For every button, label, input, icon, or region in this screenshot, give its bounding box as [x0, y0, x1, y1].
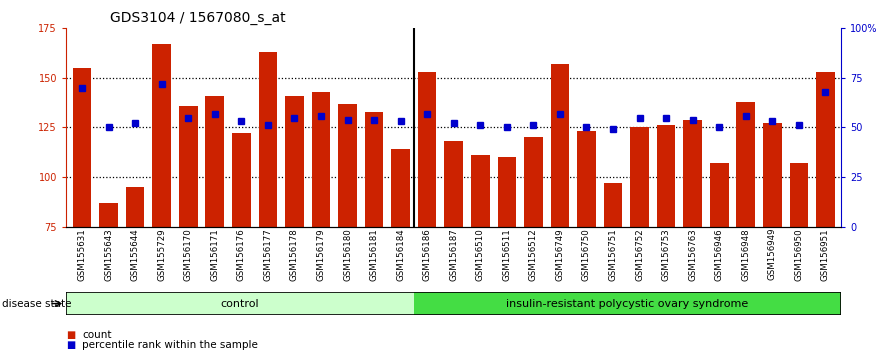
- Bar: [312, 92, 330, 227]
- Bar: [816, 72, 834, 227]
- Bar: [126, 187, 144, 227]
- Bar: [258, 52, 278, 227]
- Bar: [789, 163, 808, 227]
- Bar: [73, 68, 92, 227]
- Bar: [603, 183, 622, 227]
- Bar: [763, 124, 781, 227]
- Bar: [551, 64, 569, 227]
- Text: control: control: [220, 298, 259, 309]
- Bar: [179, 105, 197, 227]
- Bar: [391, 149, 410, 227]
- Bar: [444, 141, 463, 227]
- Bar: [285, 96, 304, 227]
- Bar: [232, 133, 250, 227]
- Text: ■: ■: [66, 340, 75, 350]
- Bar: [418, 72, 436, 227]
- Bar: [471, 155, 490, 227]
- Bar: [684, 120, 702, 227]
- Bar: [66, 292, 413, 315]
- Bar: [205, 96, 224, 227]
- Text: insulin-resistant polycystic ovary syndrome: insulin-resistant polycystic ovary syndr…: [507, 298, 749, 309]
- Bar: [338, 104, 357, 227]
- Bar: [737, 102, 755, 227]
- Bar: [657, 125, 676, 227]
- Bar: [498, 157, 516, 227]
- Bar: [710, 163, 729, 227]
- Bar: [365, 112, 383, 227]
- Text: percentile rank within the sample: percentile rank within the sample: [82, 340, 258, 350]
- Bar: [524, 137, 543, 227]
- Bar: [100, 203, 118, 227]
- Text: GDS3104 / 1567080_s_at: GDS3104 / 1567080_s_at: [110, 11, 285, 25]
- Text: count: count: [82, 330, 111, 339]
- Bar: [577, 131, 596, 227]
- Text: disease state: disease state: [2, 298, 71, 309]
- Text: ■: ■: [66, 330, 75, 339]
- Bar: [630, 127, 649, 227]
- Bar: [152, 44, 171, 227]
- Bar: [413, 292, 841, 315]
